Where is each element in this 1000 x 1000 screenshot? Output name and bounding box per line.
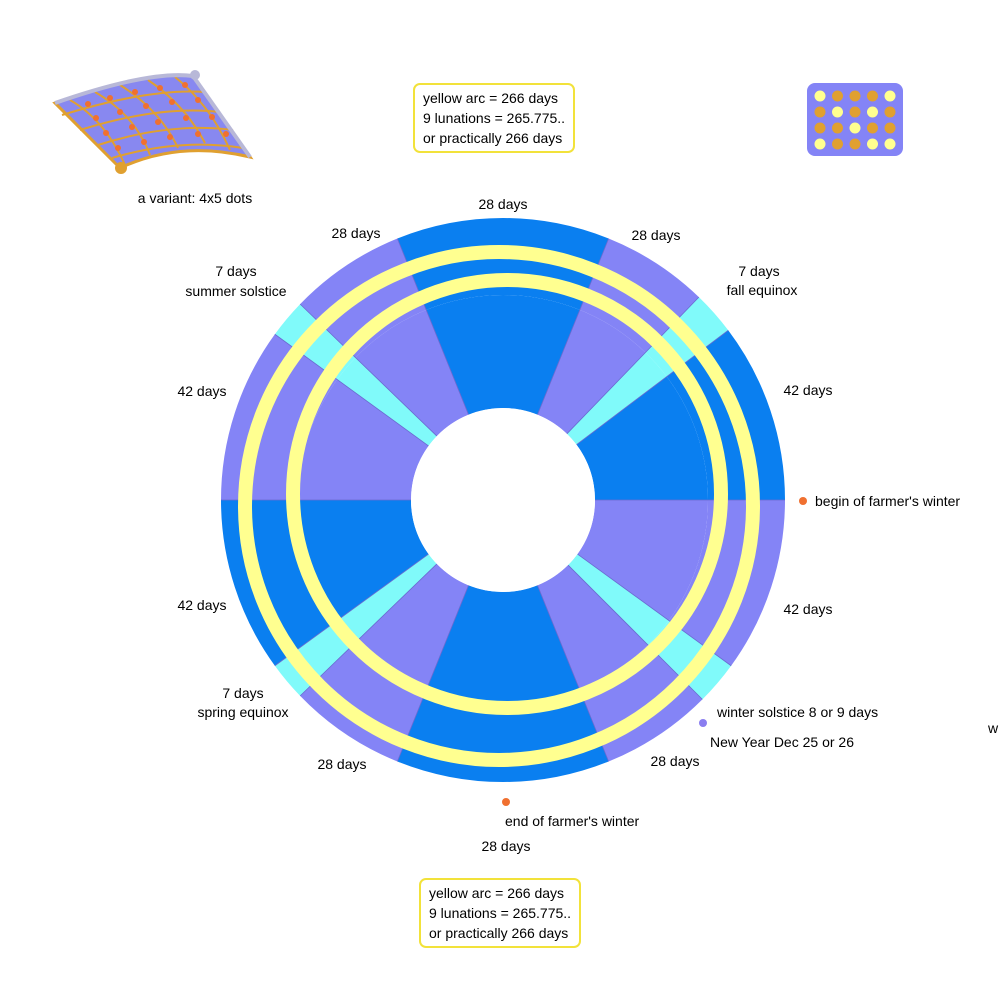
variant-dot [132, 89, 138, 95]
note-top-line-3: or practically 266 days [423, 130, 563, 146]
variant-grid-illustration [52, 70, 254, 174]
inner-segment-bottom [426, 585, 580, 705]
label-bottom-left: 28 days [317, 756, 366, 772]
yellow-arc-outer [238, 245, 760, 767]
grid-dot [814, 122, 826, 134]
variant-dot [155, 119, 161, 125]
grid-dot [832, 122, 843, 134]
grid-dot [884, 122, 896, 134]
variant-dot [195, 131, 201, 137]
new-year-marker [699, 719, 707, 727]
label-fall-days: 7 days [738, 263, 779, 279]
grid-dot [814, 90, 826, 102]
grid-dot [832, 106, 843, 118]
note-bottom: yellow arc = 266 days 9 lunations = 265.… [419, 878, 582, 948]
center-hole [411, 408, 595, 592]
segment-divider [299, 563, 438, 697]
grid-dot [884, 106, 896, 118]
variant-dot [209, 114, 215, 120]
variant-dot [183, 115, 189, 121]
label-right-upper: 42 days [783, 382, 832, 398]
grid-dot [849, 138, 861, 150]
inner-segment-left-lower [298, 500, 429, 621]
grid-dot [832, 138, 843, 150]
inner-segment-right-lower [577, 500, 708, 621]
label-begin-winter: begin of farmer's winter [815, 493, 960, 509]
label-new-year: New Year Dec 25 or 26 [710, 734, 854, 750]
label-winter-solstice: winter solstice 8 or 9 days [716, 704, 878, 720]
inner-segment-spring-equinox [337, 554, 437, 643]
note-top-line-2: 9 lunations = 265.775.. [423, 110, 566, 126]
label-top-right: 28 days [631, 227, 680, 243]
label-spring-days: 7 days [222, 685, 263, 701]
note-bottom-line-1: yellow arc = 266 days [429, 885, 565, 901]
segment-divider [396, 585, 469, 762]
note-top: yellow arc = 266 days 9 lunations = 265.… [413, 83, 576, 153]
variant-dot [182, 82, 188, 88]
variant-dot [85, 101, 91, 107]
grid-dot [814, 106, 826, 118]
label-variant: a variant: 4x5 dots [138, 190, 252, 206]
variant-dot [107, 95, 113, 101]
inner-segment-top-right [537, 309, 646, 434]
variant-dot [117, 109, 123, 115]
inner-segment-bottom-left [355, 563, 469, 691]
note-top-line-1: yellow arc = 266 days [423, 90, 559, 106]
label-right-lower: 42 days [783, 601, 832, 617]
grid-dot [849, 122, 861, 134]
inner-segment-top-left [355, 309, 469, 437]
variant-dot [103, 130, 109, 136]
label-left-lower: 42 days [177, 597, 226, 613]
label-bottom-right: 28 days [650, 753, 699, 769]
variant-dot [167, 134, 173, 140]
label-fall-equinox: fall equinox [727, 282, 798, 298]
begin-winter-marker [799, 497, 807, 505]
dot-grid-box [807, 83, 903, 156]
variant-dot [195, 97, 201, 103]
variant-dot [129, 124, 135, 130]
segment-divider [537, 585, 610, 762]
label-spring-equinox: spring equinox [197, 704, 288, 720]
grid-dot [884, 138, 896, 150]
label-bottom: 28 days [481, 838, 530, 854]
inner-segment-top [426, 294, 580, 415]
yellow-arc-inner [286, 273, 728, 715]
outer-segment-spring-equinox [274, 620, 356, 696]
grid-dot [849, 90, 861, 102]
inner-segment-summer-solstice [337, 357, 437, 446]
inner-segment-winter-solstice [568, 554, 669, 645]
label-summer-days: 7 days [215, 263, 256, 279]
grid-dot [867, 106, 878, 118]
label-top-left: 28 days [331, 225, 380, 241]
segment-divider [274, 553, 429, 667]
variant-dot [169, 99, 175, 105]
variant-dot [141, 139, 147, 145]
inner-segment-fall-equinox [566, 352, 667, 445]
grid-dot [867, 90, 878, 102]
grid-dot [814, 138, 826, 150]
grid-dot [867, 138, 878, 150]
grid-dot [867, 122, 878, 134]
grid-dot [849, 106, 861, 118]
inner-segment-bottom-right [537, 565, 648, 691]
label-edge-w: w [987, 720, 999, 736]
note-bottom-line-3: or practically 266 days [429, 925, 569, 941]
label-left-upper: 42 days [177, 383, 226, 399]
label-summer-solstice: summer solstice [185, 283, 286, 299]
inner-segment-left-upper [298, 379, 429, 500]
variant-dot [157, 85, 163, 91]
variant-dot [93, 115, 99, 121]
note-bottom-line-2: 9 lunations = 265.775.. [429, 905, 572, 921]
variant-dot [223, 131, 229, 137]
variant-dot [115, 145, 121, 151]
label-end-winter: end of farmer's winter [505, 813, 640, 829]
grid-dot [832, 90, 843, 102]
grid-dot [884, 90, 896, 102]
label-top: 28 days [478, 196, 527, 212]
end-winter-marker [502, 798, 510, 806]
inner-segment-right-upper [576, 376, 708, 500]
variant-dot [143, 103, 149, 109]
